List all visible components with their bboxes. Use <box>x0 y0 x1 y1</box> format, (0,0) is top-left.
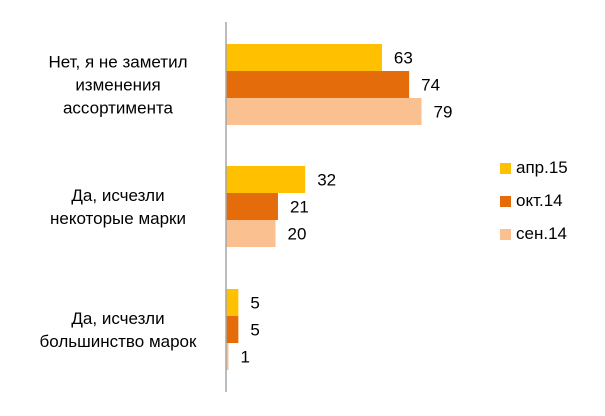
value-label-1-3: 79 <box>434 103 453 122</box>
legend-label-3: сен.14 <box>516 224 567 243</box>
category-label-line: Да, исчезли <box>71 309 164 328</box>
value-label-1-2: 74 <box>421 76 440 95</box>
value-label-3-3: 1 <box>240 348 249 367</box>
bar-1-1 <box>226 44 382 71</box>
bar-3-1 <box>226 289 239 316</box>
value-label-2-2: 21 <box>290 198 309 217</box>
value-label-1-1: 63 <box>394 49 413 68</box>
bar-2-1 <box>226 166 306 193</box>
legend-label-2: окт.14 <box>516 191 563 210</box>
category-label-line: некоторые марки <box>50 209 186 228</box>
bar-1-2 <box>226 71 410 98</box>
category-label-3: Да, исчезли большинство марок <box>40 309 197 351</box>
category-label-line: Да, исчезли <box>71 186 164 205</box>
category-label-line: Нет, я не заметил <box>48 53 187 72</box>
category-label-line: ассортимента <box>63 99 174 118</box>
bar-3-2 <box>226 316 239 343</box>
bar-2-3 <box>226 220 276 247</box>
value-label-3-1: 5 <box>250 294 259 313</box>
value-label-3-2: 5 <box>250 321 259 340</box>
value-label-2-3: 20 <box>288 225 307 244</box>
bar-3-3 <box>226 343 229 370</box>
bar-1-3 <box>226 98 422 125</box>
legend-swatch-3 <box>500 229 511 240</box>
category-label-2: Да, исчезли некоторые марки <box>50 186 186 228</box>
category-label-line: изменения <box>75 76 160 95</box>
category-labels-layer: Нет, я не заметил изменения ассортимента Да… <box>40 53 197 352</box>
value-label-2-1: 32 <box>317 171 336 190</box>
legend-label-1: апр.15 <box>516 158 568 177</box>
bar-2-2 <box>226 193 278 220</box>
legend-swatch-2 <box>500 196 511 207</box>
bars-layer <box>226 44 422 370</box>
legend-swatch-1 <box>500 163 511 174</box>
legend: апр.15 окт.14 сен.14 <box>500 158 568 243</box>
category-label-line: большинство марок <box>40 332 197 351</box>
category-label-1: Нет, я не заметил изменения ассортимента <box>48 53 187 118</box>
